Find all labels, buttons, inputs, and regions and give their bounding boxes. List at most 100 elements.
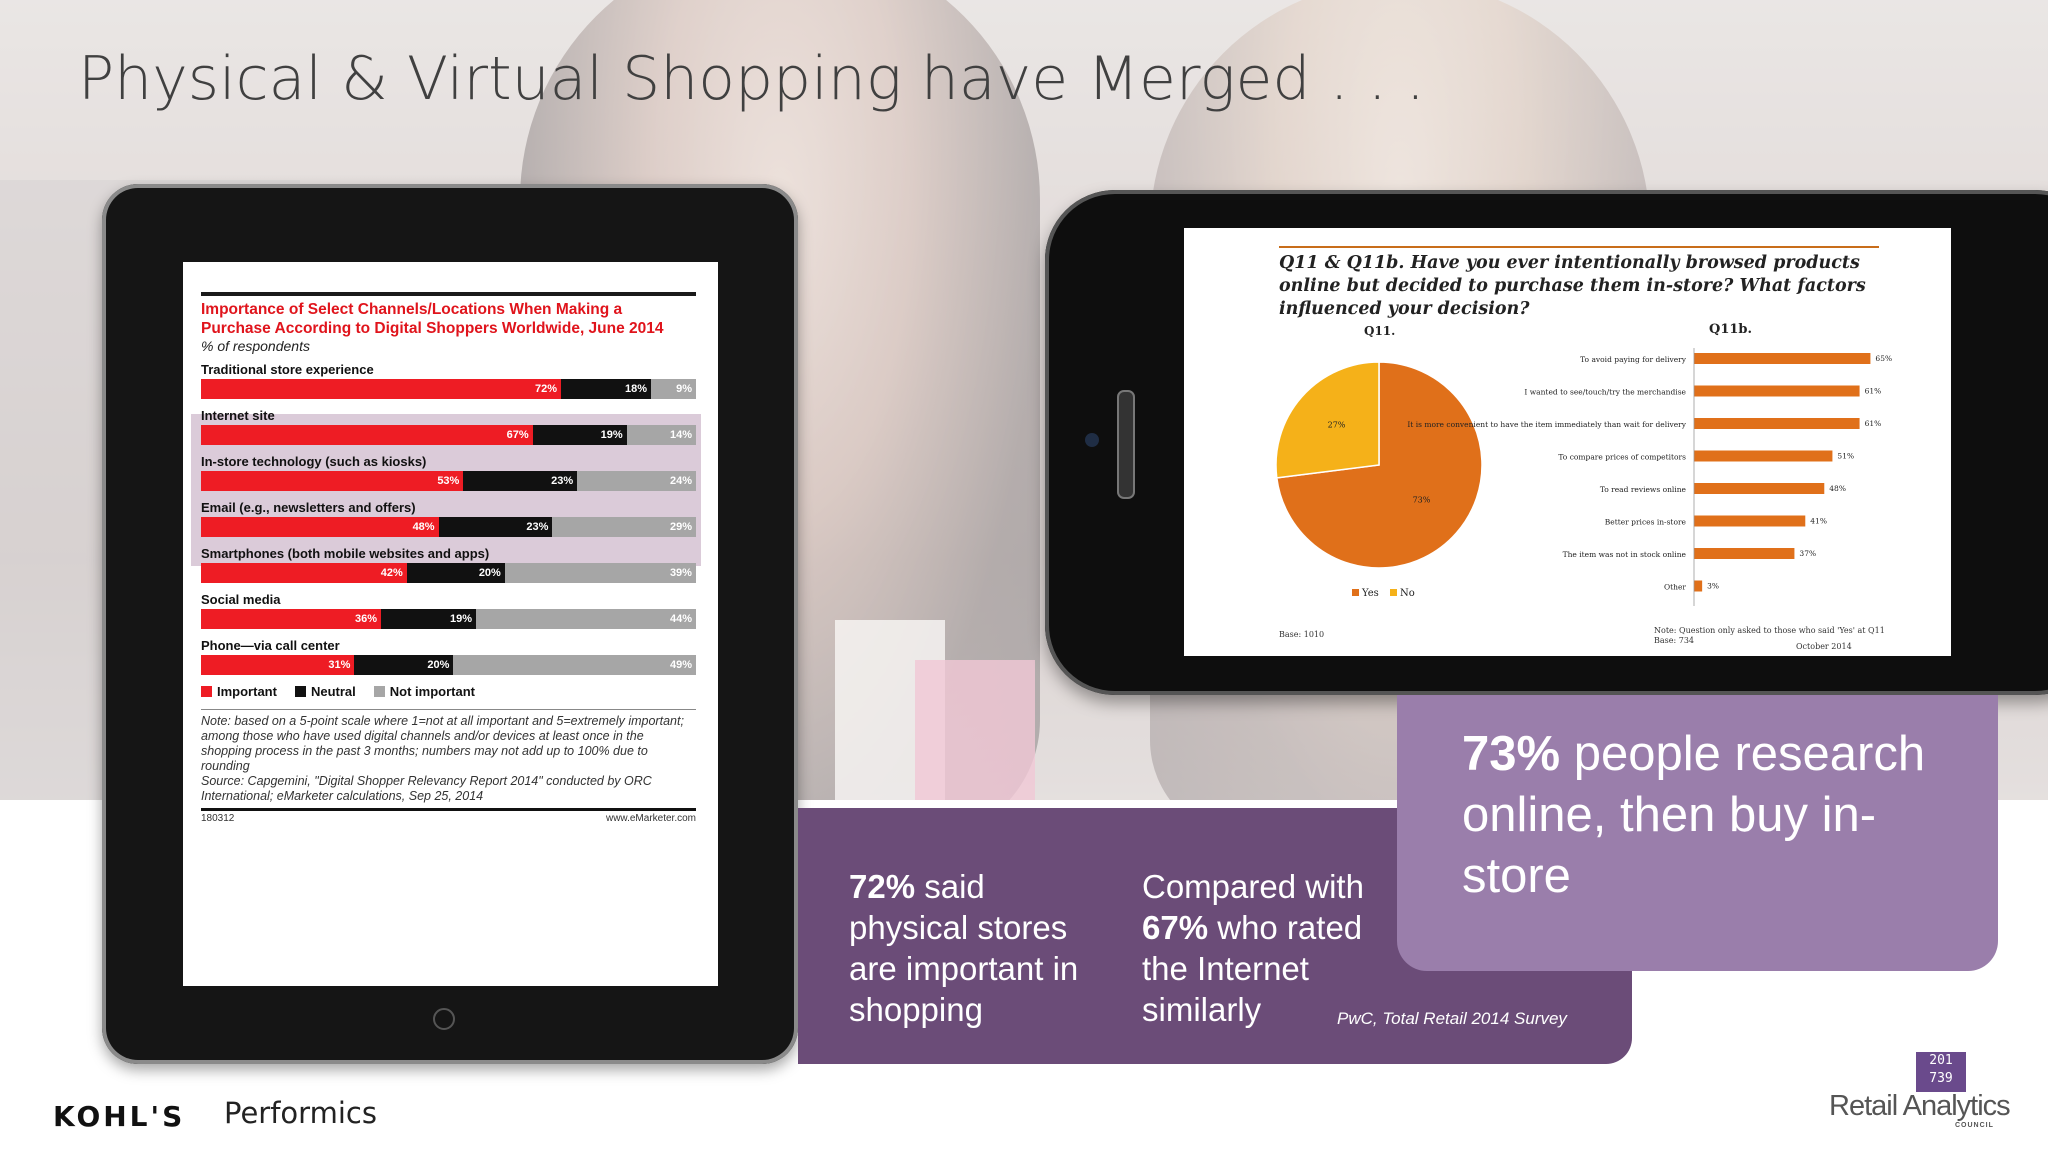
bar-value-label: 61% [1865,387,1882,396]
survey-date: October 2014 [1796,642,1852,651]
bar-segment-neutral: 23% [438,517,553,537]
bar-value-label: 48% [1829,484,1846,493]
pie-slice-no [1275,361,1380,479]
bar-value-label: 3% [1707,582,1719,591]
bar-label: I wanted to see/touch/try the merchandis… [1524,388,1686,397]
stacked-bar: 48% 23% 29% [201,517,696,537]
bar [1694,353,1871,364]
chart-legend: Important Neutral Not important [201,684,696,699]
bar-label: The item was not in stock online [1563,550,1687,559]
bar [1694,515,1806,527]
channel-label: Traditional store experience [201,362,374,377]
stat-physical-stores: 72% said physical stores are important i… [849,868,1079,1028]
stats-source: PwC, Total Retail 2014 Survey [1337,1009,1567,1028]
pie-label: 27% [1328,421,1346,430]
headline-stat: 73% people research online, then buy in-… [1462,727,1926,903]
pie-legend: Yes No [1344,588,1415,599]
bar-segment-not-important: 29% [552,517,696,537]
bar-segment-not-important: 39% [504,563,696,583]
bar-segment-important: 31% [201,655,355,675]
emarketer-brand: www.eMarketer.com [605,813,696,824]
channel-row: Social media 36% 19% 44% [201,592,696,629]
retail-analytics-logo-icon: 201 739 [1916,1052,1966,1092]
chart-rows: Traditional store experience 72% 18% 9% Inte… [201,362,696,675]
stacked-bar: 53% 23% 24% [201,471,696,491]
bar-segment-not-important: 44% [476,609,696,629]
phone-camera [1085,433,1099,447]
channel-importance-chart: Importance of Select Channels/Locations … [191,292,701,824]
q11-label: Q11. [1364,324,1396,338]
stacked-bar: 67% 19% 14% [201,425,696,445]
bar-label: To avoid paying for delivery [1580,355,1687,364]
bar-segment-important: 48% [201,517,439,537]
channel-label: Internet site [201,408,275,423]
retail-analytics-sub: COUNCIL [1955,1122,1994,1129]
channel-label: Social media [201,592,281,607]
legend-neutral: Neutral [294,684,356,699]
bar-label: It is more convenient to have the item i… [1407,420,1686,429]
bar-segment-important: 36% [201,609,381,629]
stacked-bar: 31% 20% 49% [201,655,696,675]
bar-segment-not-important: 24% [577,471,696,491]
chart-id: 180312 [201,813,235,824]
bar-segment-not-important: 14% [626,425,696,445]
legend-no: No [1399,588,1415,599]
bar-segment-important: 42% [201,563,407,583]
stacked-bar: 42% 20% 39% [201,563,696,583]
bar-segment-neutral: 20% [406,563,505,583]
bar [1694,483,1825,494]
channel-row: Phone—via call center 31% 20% 49% [201,638,696,675]
channel-label: In-store technology (such as kiosks) [201,454,427,469]
survey-question: Q11 & Q11b. Have you ever intentionally … [1279,246,1879,321]
legend-not-important: Not important [373,684,475,699]
bar [1694,418,1860,429]
bar-value-label: 37% [1799,549,1816,558]
chart-footer: 180312 www.eMarketer.com [201,808,696,824]
channel-row: Smartphones (both mobile websites and ap… [201,546,696,583]
channel-label: Phone—via call center [201,638,340,653]
stat-internet: Compared with 67% who rated the Internet… [1142,868,1364,1028]
bar-value-label: 61% [1865,419,1882,428]
legend-yes: Yes [1362,588,1379,599]
bar [1694,580,1703,592]
bar-value-label: 41% [1810,517,1827,526]
bar-segment-neutral: 20% [354,655,454,675]
retail-analytics-name: Retail Analytics [1829,1090,2011,1122]
performics-logo: Performics [224,1096,377,1130]
q11b-label: Q11b. [1709,322,1753,337]
slide-title: Physical & Virtual Shopping have Merged … [78,44,1425,114]
kohls-logo: KOHL'S [53,1100,186,1133]
bar [1694,548,1795,559]
bar-segment-important: 67% [201,425,533,445]
channel-label: Smartphones (both mobile websites and ap… [201,546,490,561]
tablet-screen: Importance of Select Channels/Locations … [183,262,718,986]
q11b-bar-chart: To avoid paying for delivery 65% I wanted … [1407,348,1892,606]
pie-label: 73% [1413,495,1431,504]
bar-segment-neutral: 19% [532,425,627,445]
bar-segment-important: 72% [201,379,561,399]
bar-label: Other [1664,583,1686,592]
bar-segment-neutral: 23% [463,471,578,491]
bar-label: Better prices in-store [1605,518,1687,527]
chart-title: Importance of Select Channels/Locations … [201,301,664,337]
phone-side-button [1117,390,1135,499]
chart-note: Note: based on a 5-point scale where 1=n… [201,709,696,804]
channel-label: Email (e.g., newsletters and offers) [201,500,416,515]
bar [1694,385,1860,397]
stacked-bar: 72% 18% 9% [201,379,696,399]
bar [1694,450,1833,462]
channel-row: Email (e.g., newsletters and offers) 48% 2… [201,500,696,537]
bar-segment-not-important: 9% [651,379,696,399]
bar-label: To compare prices of competitors [1558,453,1686,462]
bar-segment-not-important: 49% [453,655,696,675]
bar-note: Note: Question only asked to those who s… [1654,626,1885,645]
bar-value-label: 65% [1875,354,1892,363]
pie-base: Base: 1010 [1279,630,1325,639]
bar-segment-neutral: 19% [381,609,476,629]
channel-row: Traditional store experience 72% 18% 9% [201,362,696,399]
tablet-home-button [433,1008,455,1030]
chart-subtitle: % of respondents [201,338,310,354]
bar-segment-important: 53% [201,471,464,491]
channel-row: In-store technology (such as kiosks) 53% 2… [201,454,696,491]
q11-pie-chart: 73% 27% [1275,361,1483,569]
